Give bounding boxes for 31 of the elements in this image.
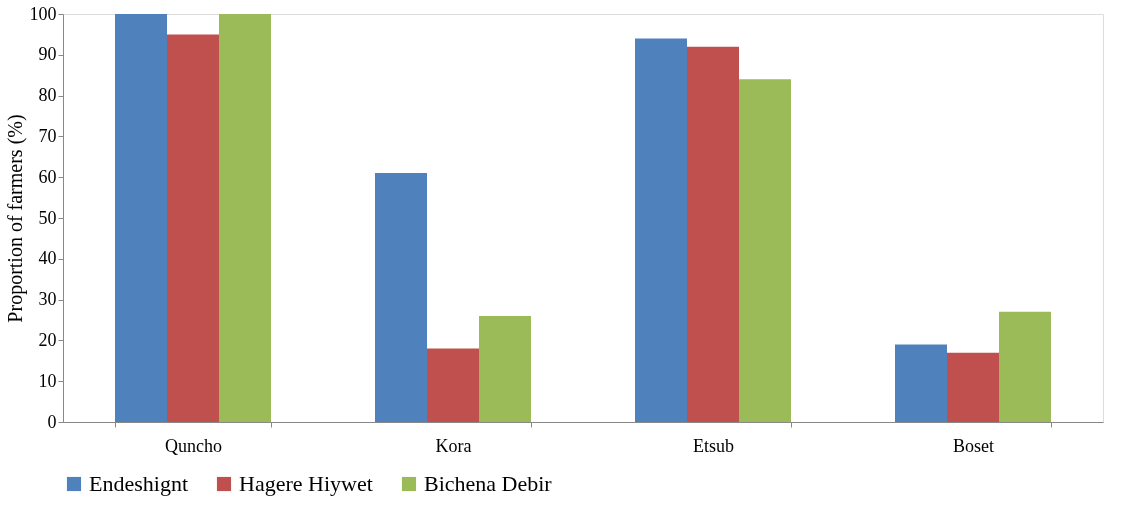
x-tick-label: Quncho bbox=[165, 435, 222, 456]
y-tick-label: 70 bbox=[38, 125, 57, 146]
bar bbox=[739, 79, 791, 422]
y-tick-label: 60 bbox=[38, 166, 57, 187]
bar bbox=[687, 46, 739, 422]
y-tick-label: 80 bbox=[38, 85, 57, 106]
y-tick-label: 10 bbox=[38, 370, 57, 391]
y-tick-label: 20 bbox=[38, 329, 57, 350]
bar bbox=[895, 344, 947, 422]
legend-label: Endeshignt bbox=[89, 471, 188, 496]
x-tick-label: Boset bbox=[952, 435, 995, 456]
bar bbox=[947, 352, 999, 422]
y-tick-label: 40 bbox=[38, 248, 57, 269]
bar bbox=[999, 311, 1051, 422]
bar bbox=[479, 315, 531, 422]
legend-label: Bichena Debir bbox=[424, 471, 553, 496]
bar bbox=[115, 14, 167, 422]
legend-label: Hagere Hiywet bbox=[239, 471, 373, 496]
y-tick-label: 90 bbox=[38, 44, 57, 65]
x-tick-label: Etsub bbox=[692, 435, 735, 456]
y-tick-label: 30 bbox=[38, 289, 57, 310]
y-tick-label: 100 bbox=[29, 3, 57, 24]
x-tick-label: Kora bbox=[435, 435, 472, 456]
bar bbox=[219, 14, 271, 422]
bar bbox=[635, 38, 687, 422]
bar bbox=[375, 173, 427, 422]
bar bbox=[427, 348, 479, 422]
y-tick-label: 0 bbox=[47, 411, 57, 432]
y-tick-label: 50 bbox=[38, 207, 57, 228]
bar bbox=[167, 34, 219, 422]
y-axis-title: Proportion of farmers (%) bbox=[3, 114, 27, 323]
